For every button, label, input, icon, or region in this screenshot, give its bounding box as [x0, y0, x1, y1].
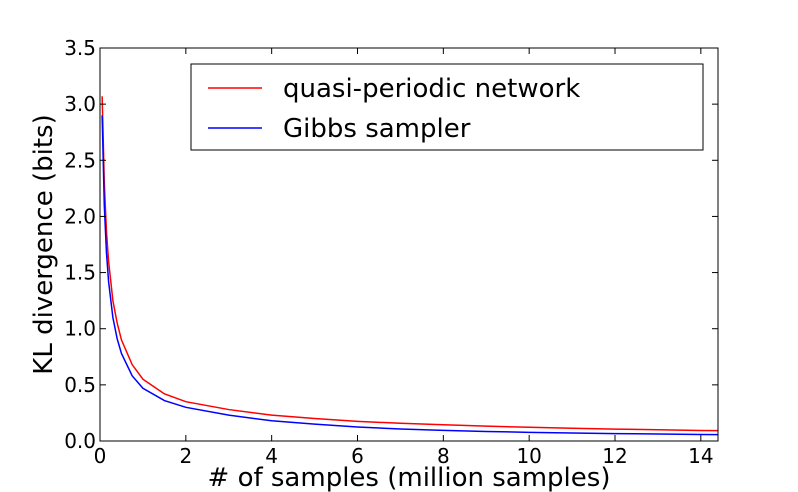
x-tick-label: 6 [351, 444, 364, 468]
x-tick-label: 2 [179, 444, 192, 468]
x-tick-label: 14 [688, 444, 713, 468]
y-tick-label: 0.5 [64, 373, 96, 397]
legend-label-quasi-periodic-network: quasi-periodic network [283, 74, 580, 104]
ticks-layer: 0 2 4 6 8 10 12 14 0.0 0.5 1.0 1.5 2.0 2.5 3.0 3.5 [64, 36, 718, 468]
x-tick-label: 8 [437, 444, 450, 468]
legend: quasi-periodic network Gibbs sampler [190, 63, 704, 151]
x-tick-label: 12 [602, 444, 627, 468]
x-tick-label: 0 [94, 444, 107, 468]
x-tick-label: 10 [516, 444, 541, 468]
series-line-gibbs-sampler [101, 115, 719, 436]
x-tick-label: 4 [265, 444, 278, 468]
y-tick-label: 2.5 [64, 148, 96, 172]
y-tick-label: 1.0 [64, 317, 96, 341]
legend-box [190, 63, 704, 151]
series-line-quasi-periodic-network [101, 96, 719, 432]
y-tick-label: 0.0 [64, 429, 96, 453]
legend-label-gibbs-sampler: Gibbs sampler [283, 114, 471, 144]
plot-frame [99, 47, 719, 442]
series-layer [101, 96, 719, 436]
x-axis-label: # of samples (million samples) [208, 463, 611, 492]
y-tick-label: 1.5 [64, 261, 96, 285]
y-tick-label: 2.0 [64, 204, 96, 228]
y-axis-label: KL divergence (bits) [29, 114, 59, 374]
y-tick-label: 3.5 [64, 36, 96, 60]
y-tick-label: 3.0 [64, 92, 96, 116]
